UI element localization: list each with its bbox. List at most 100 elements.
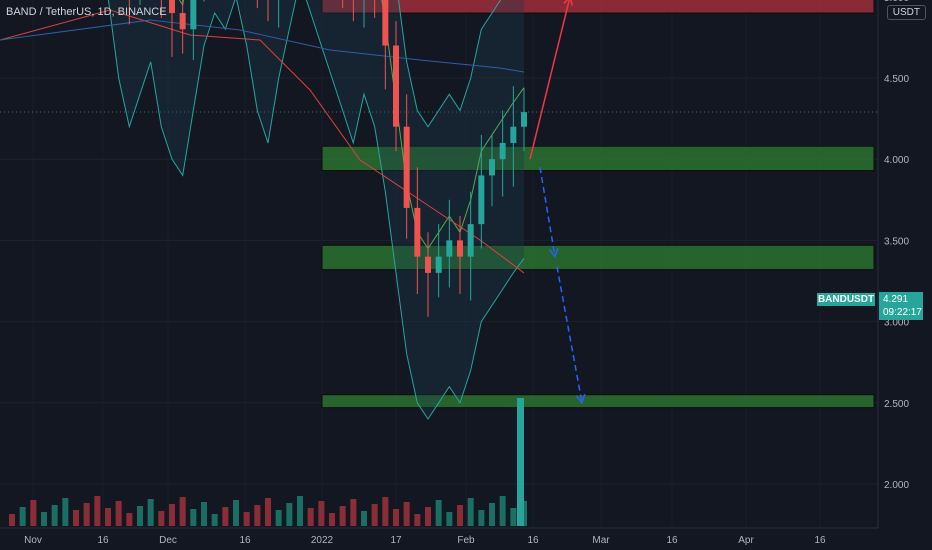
volume-bar	[275, 510, 282, 526]
volume-bar	[137, 506, 143, 526]
volume-bar	[62, 498, 69, 526]
last-price-value: 4.291	[883, 294, 909, 305]
volume-bar	[517, 398, 524, 526]
volume-bar	[254, 505, 261, 526]
candle-body	[489, 159, 495, 176]
candle-body	[382, 0, 389, 46]
price-unit-button[interactable]: USDT	[886, 5, 926, 20]
chart-title: BAND / TetherUS, 1D, BINANCE	[6, 6, 167, 18]
projection-down-arrow	[539, 167, 556, 257]
volume-bar	[126, 513, 133, 526]
price-tick-label: 4.000	[884, 155, 909, 166]
projection-arrows	[529, 0, 586, 405]
price-zones	[321, 0, 875, 409]
price-tick-label: 2.000	[884, 480, 909, 491]
volume-bar	[115, 501, 122, 526]
volume-bar	[243, 512, 250, 526]
volume-bar	[211, 514, 218, 526]
upper-band-line	[398, 0, 502, 128]
time-tick-label: 2022	[311, 535, 334, 546]
lower-band-line	[107, 0, 525, 420]
candle-body	[393, 45, 399, 127]
volume-bar	[222, 507, 229, 526]
volume-bar	[489, 503, 495, 526]
time-tick-label: 16	[239, 535, 251, 546]
volume-bar	[467, 498, 474, 526]
price-tick-label: 3.000	[884, 318, 909, 329]
volume-bar	[425, 507, 431, 526]
volume-bar	[478, 510, 485, 526]
volume-bar	[147, 499, 154, 526]
volume-bar	[169, 504, 175, 526]
candle-body	[478, 175, 485, 225]
volume-bar	[339, 506, 346, 526]
time-axis-panel	[0, 528, 932, 550]
candle-body	[403, 126, 410, 208]
volume-bar	[307, 508, 314, 526]
indicator-lines	[0, 0, 525, 420]
time-tick-label: Feb	[457, 535, 475, 546]
price-axis-panel	[878, 0, 932, 528]
volume-bar	[286, 503, 293, 526]
candle-body	[510, 126, 517, 143]
volume-bar	[371, 504, 378, 526]
time-tick-label: 16	[814, 535, 826, 546]
time-tick-label: Apr	[738, 535, 754, 546]
time-tick-label: 16	[97, 535, 109, 546]
projection-down-arrow-head	[548, 247, 559, 259]
support-zone	[321, 394, 875, 409]
projection-down-arrow	[556, 266, 583, 403]
volume-series	[9, 398, 527, 526]
volume-bar	[19, 507, 26, 526]
volume-bar	[30, 500, 37, 526]
time-tick-label: Nov	[24, 535, 42, 546]
volume-bar	[297, 496, 303, 526]
volume-bar	[350, 499, 357, 526]
projection-up-arrow	[529, 0, 570, 160]
volume-bar	[457, 505, 463, 526]
candle-body	[414, 207, 421, 257]
volume-bar	[403, 502, 410, 526]
candle-body	[169, 0, 175, 14]
volume-bar	[51, 505, 58, 526]
time-tick-label: 17	[390, 535, 402, 546]
volume-bar	[414, 514, 421, 526]
volume-bar	[318, 501, 325, 526]
candle-body	[457, 240, 463, 257]
volume-bar	[361, 511, 367, 526]
candle-body	[446, 240, 453, 257]
price-tick-label: 3.500	[884, 236, 909, 247]
candle-body	[179, 13, 186, 30]
volume-bar	[94, 496, 101, 526]
support-zone	[321, 145, 875, 172]
volume-bar	[158, 511, 165, 526]
projection-up-arrow-head	[563, 0, 574, 6]
projection-down-arrow-head	[575, 394, 586, 405]
support-zone	[321, 244, 875, 271]
price-axis: 7.5007.0006.5006.0005.5005.0004.5004.000…	[877, 0, 932, 528]
candle-body	[425, 256, 431, 273]
volume-bar	[510, 508, 517, 526]
volume-bar	[382, 497, 389, 526]
price-tick-label: 4.500	[884, 74, 909, 85]
candle-body	[435, 256, 442, 273]
candlestick-series	[128, 0, 527, 317]
volume-bar	[83, 503, 90, 526]
candle-body	[499, 142, 506, 160]
bollinger-band-fill	[108, 0, 524, 419]
volume-bar	[9, 514, 15, 526]
bar-countdown: 09:22:17	[883, 307, 922, 318]
time-tick-label: Mar	[592, 535, 610, 546]
time-tick-label: 16	[666, 535, 678, 546]
candle-body	[467, 224, 474, 257]
volume-bar	[201, 502, 207, 526]
volume-bar	[190, 509, 197, 526]
volume-bar	[446, 512, 453, 526]
volume-bar	[265, 498, 271, 526]
moving-average-blue	[0, 19, 525, 73]
time-tick-label: 16	[527, 535, 539, 546]
volume-bar	[393, 509, 399, 526]
volume-bar	[105, 508, 111, 526]
price-tick-label: 5.000	[884, 0, 909, 4]
